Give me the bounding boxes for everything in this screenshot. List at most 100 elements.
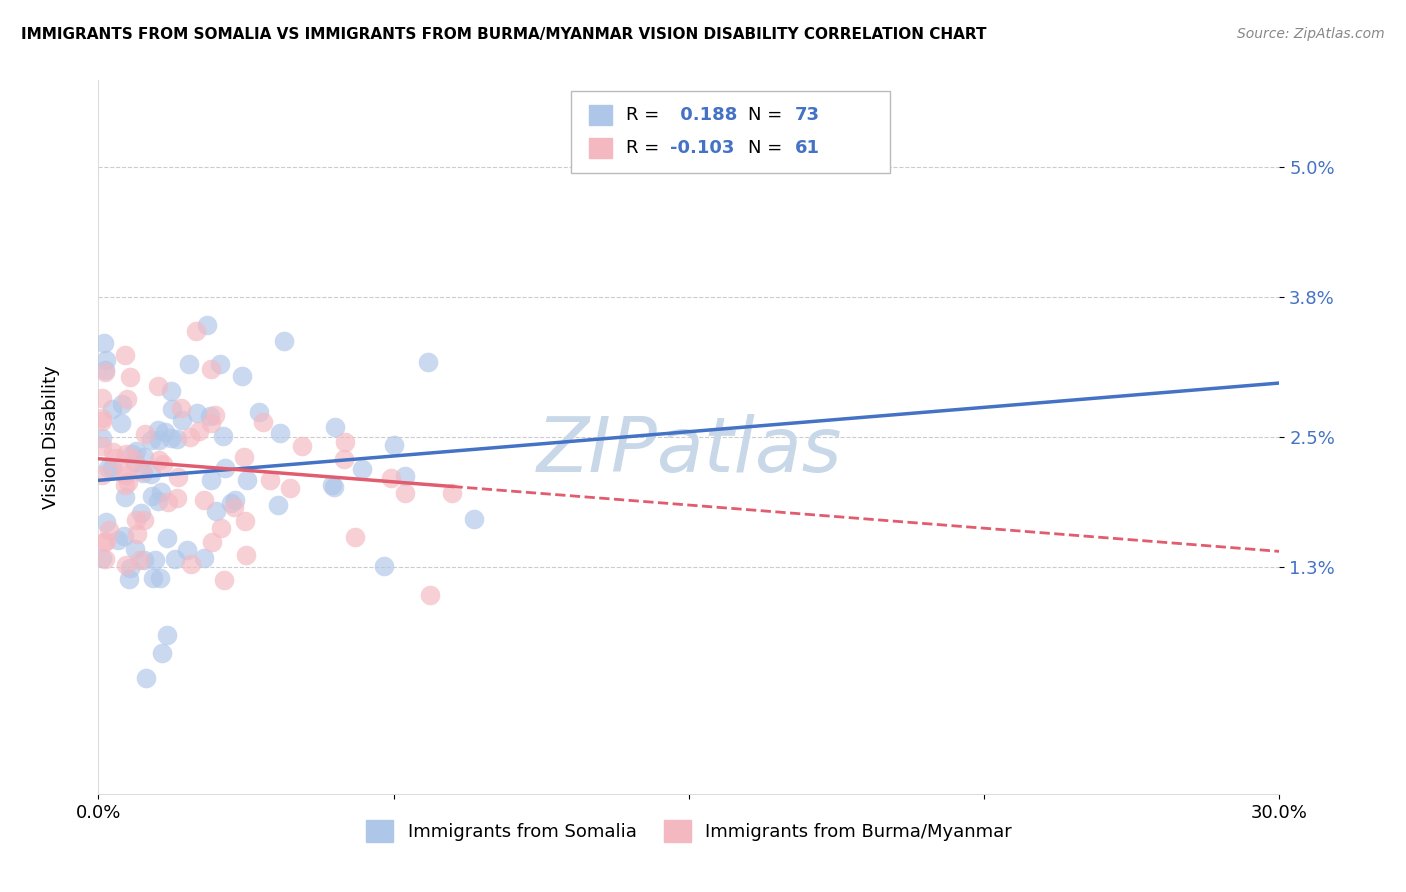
Point xyxy=(115,468,138,483)
Text: R =: R = xyxy=(626,105,665,123)
Point xyxy=(269,426,291,441)
Point xyxy=(180,558,202,572)
Point xyxy=(93,335,115,350)
Point xyxy=(233,450,256,464)
Point xyxy=(93,535,115,549)
Point xyxy=(200,409,222,424)
Point xyxy=(153,425,176,440)
Point xyxy=(209,521,232,535)
Point xyxy=(247,405,270,419)
Point xyxy=(131,464,153,478)
FancyBboxPatch shape xyxy=(571,91,890,173)
Point xyxy=(94,552,117,566)
Point xyxy=(97,460,120,475)
Point xyxy=(124,444,146,458)
Point xyxy=(186,406,208,420)
Legend: Immigrants from Somalia, Immigrants from Burma/Myanmar: Immigrants from Somalia, Immigrants from… xyxy=(359,813,1019,849)
Point xyxy=(141,434,163,448)
Point xyxy=(209,357,232,371)
Point xyxy=(146,424,169,438)
Point xyxy=(150,485,173,500)
Point xyxy=(235,548,257,562)
Point xyxy=(419,588,441,602)
Point xyxy=(170,401,193,416)
Point xyxy=(172,413,194,427)
Point xyxy=(114,478,136,492)
Point xyxy=(394,486,416,500)
Point xyxy=(101,445,124,459)
Point xyxy=(150,646,173,660)
Text: IMMIGRANTS FROM SOMALIA VS IMMIGRANTS FROM BURMA/MYANMAR VISION DISABILITY CORRE: IMMIGRANTS FROM SOMALIA VS IMMIGRANTS FR… xyxy=(21,27,987,42)
Point xyxy=(101,402,124,417)
Point xyxy=(157,495,180,509)
Text: ZIPatlas: ZIPatlas xyxy=(536,415,842,488)
Point xyxy=(373,559,395,574)
Point xyxy=(125,527,148,541)
Point xyxy=(343,529,366,543)
Point xyxy=(179,430,201,444)
Point xyxy=(252,415,274,429)
Point xyxy=(111,397,134,411)
Point xyxy=(129,553,152,567)
Point xyxy=(115,392,138,406)
Point xyxy=(380,471,402,485)
Text: Source: ZipAtlas.com: Source: ZipAtlas.com xyxy=(1237,27,1385,41)
Text: 73: 73 xyxy=(796,105,820,123)
Point xyxy=(200,417,222,431)
Point xyxy=(186,324,208,338)
Point xyxy=(291,439,314,453)
Point xyxy=(278,481,301,495)
Point xyxy=(104,451,127,466)
Point xyxy=(121,446,143,460)
Point xyxy=(132,450,155,465)
Point xyxy=(235,514,257,528)
Point xyxy=(193,551,215,566)
Point xyxy=(166,432,188,446)
Point xyxy=(142,571,165,585)
Point xyxy=(122,451,145,466)
Point xyxy=(166,491,188,505)
Point xyxy=(350,462,373,476)
Text: -0.103: -0.103 xyxy=(671,139,734,157)
Point xyxy=(160,401,183,416)
Point xyxy=(204,408,226,422)
Point xyxy=(146,378,169,392)
Point xyxy=(195,318,218,332)
Point xyxy=(134,553,156,567)
Point xyxy=(97,523,120,537)
Point xyxy=(214,573,236,587)
Point xyxy=(394,469,416,483)
Point xyxy=(176,542,198,557)
Point xyxy=(91,467,114,482)
Point xyxy=(200,473,222,487)
Point xyxy=(129,506,152,520)
Text: N =: N = xyxy=(748,105,787,123)
Point xyxy=(441,485,464,500)
Point xyxy=(96,533,118,548)
Point xyxy=(156,628,179,642)
Point xyxy=(112,529,135,543)
Point xyxy=(212,429,235,443)
Point xyxy=(120,560,142,574)
Bar xyxy=(589,138,612,158)
Point xyxy=(163,551,186,566)
Point xyxy=(114,490,136,504)
Point xyxy=(160,431,183,445)
Text: 61: 61 xyxy=(796,139,820,157)
Point xyxy=(160,384,183,398)
Point xyxy=(335,434,357,449)
Point xyxy=(214,460,236,475)
Point xyxy=(115,558,138,572)
Text: Vision Disability: Vision Disability xyxy=(42,365,60,509)
Point xyxy=(321,478,343,492)
Point xyxy=(146,494,169,508)
Point xyxy=(114,348,136,362)
Point xyxy=(222,500,245,515)
Point xyxy=(149,571,172,585)
Bar xyxy=(589,104,612,125)
Point xyxy=(96,352,118,367)
Point xyxy=(91,431,114,445)
Point xyxy=(156,531,179,545)
Text: N =: N = xyxy=(748,139,787,157)
Point xyxy=(188,424,211,438)
